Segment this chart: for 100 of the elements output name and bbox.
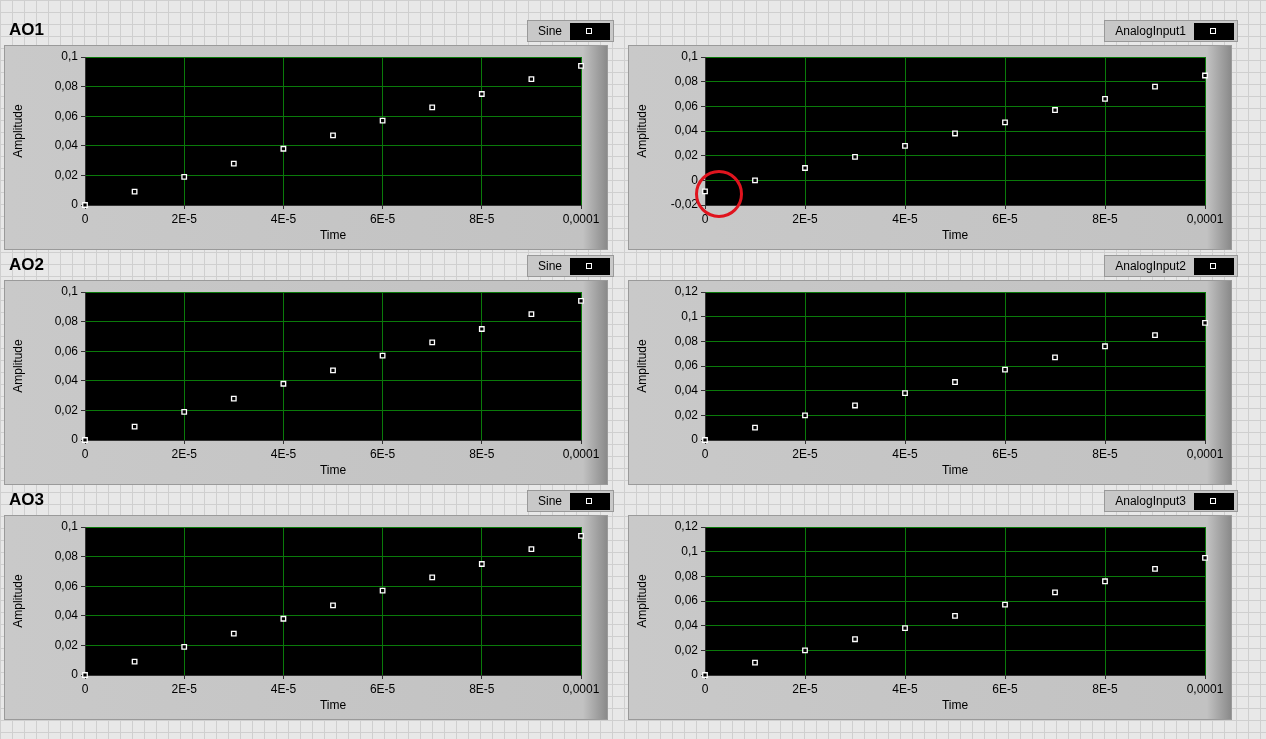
y-tick-label: 0,08 [674, 568, 699, 583]
x-tick-label: 2E-5 [171, 211, 198, 226]
point [1202, 72, 1208, 79]
point [478, 326, 485, 332]
point [1102, 343, 1108, 350]
point [802, 647, 808, 654]
y-tick-label: 0,04 [54, 373, 79, 388]
point [1052, 107, 1058, 113]
x-tick-label: 8E-5 [1092, 446, 1118, 461]
point [1202, 554, 1208, 561]
x-axis-title: Time [319, 698, 347, 713]
x-tick-label: 0,0001 [1186, 446, 1224, 461]
point [752, 659, 758, 666]
x-tick-label: 4E-5 [270, 681, 297, 696]
x-tick-label: 0,0001 [1186, 681, 1224, 696]
point [1002, 601, 1008, 608]
x-axis-title: Time [941, 228, 969, 243]
x-tick-label: 6E-5 [369, 681, 396, 696]
x-axis-title: Time [941, 698, 969, 713]
x-tick-label: 0 [701, 446, 709, 461]
x-tick-label: 0 [81, 681, 89, 696]
point [1052, 354, 1058, 361]
point [131, 658, 138, 665]
point [280, 380, 287, 387]
y-tick-label: 0 [691, 172, 699, 187]
x-tick-label: 0 [81, 446, 89, 461]
y-tick-label: 0,08 [674, 73, 699, 88]
y-tick-label: 0,06 [54, 578, 79, 593]
point [1152, 332, 1158, 339]
point [131, 188, 138, 195]
point [478, 91, 485, 97]
legend-label: AnalogInput3 [1115, 494, 1186, 508]
point [578, 62, 584, 69]
chart-title: AO3 [9, 490, 44, 510]
point [429, 339, 436, 346]
point [852, 402, 858, 409]
point [952, 379, 958, 385]
y-tick-label: 0,08 [54, 548, 79, 563]
y-tick-label: 0,04 [674, 617, 699, 632]
point [528, 311, 535, 318]
x-tick-label: 8E-5 [469, 211, 495, 226]
y-tick-label: 0,08 [674, 333, 699, 348]
y-axis-title: Amplitude [634, 104, 649, 158]
point [181, 643, 188, 650]
legend-label: Sine [537, 24, 562, 38]
x-tick-label: 8E-5 [469, 681, 495, 696]
y-tick-label: 0,04 [674, 123, 699, 138]
legend-label: AnalogInput1 [1115, 24, 1186, 38]
point [478, 561, 485, 567]
y-tick-label: 0,12 [674, 284, 699, 299]
y-tick-label: 0,06 [54, 108, 79, 123]
y-tick-label: 0,06 [54, 343, 79, 358]
x-axis-title: Time [319, 228, 347, 243]
y-tick-label: 0 [71, 667, 79, 682]
y-tick-label: 0,1 [61, 284, 79, 299]
y-tick-label: 0,1 [681, 49, 699, 64]
point [379, 117, 386, 124]
point [528, 76, 535, 83]
point [1102, 578, 1108, 585]
y-tick-label: 0 [691, 432, 699, 447]
x-tick-label: 2E-5 [792, 681, 818, 696]
point [802, 412, 808, 419]
x-axis-title: Time [941, 463, 969, 478]
point [752, 177, 758, 184]
point [952, 612, 958, 619]
x-tick-label: 4E-5 [270, 211, 297, 226]
x-tick-label: 0,0001 [562, 211, 600, 226]
point [902, 390, 908, 397]
point [852, 153, 858, 160]
y-tick-label: 0,1 [681, 308, 699, 323]
point [280, 615, 287, 622]
point [1202, 319, 1208, 326]
y-tick-label: 0,04 [54, 608, 79, 623]
y-tick-label: -0,02 [670, 197, 699, 212]
point [330, 367, 336, 374]
x-tick-label: 0 [701, 681, 709, 696]
y-axis-title: Amplitude [10, 574, 25, 628]
point [230, 395, 237, 402]
point [181, 173, 188, 180]
y-tick-label: 0,02 [54, 402, 79, 417]
point [181, 408, 188, 415]
chart-title: AO1 [9, 20, 44, 40]
point [429, 574, 436, 581]
x-tick-label: 8E-5 [469, 446, 495, 461]
point [1152, 566, 1158, 572]
y-axis-title: Amplitude [634, 574, 649, 628]
x-axis-title: Time [319, 463, 347, 478]
y-tick-label: 0,08 [54, 313, 79, 328]
point [379, 587, 386, 594]
x-tick-label: 0,0001 [562, 681, 600, 696]
x-tick-label: 8E-5 [1092, 681, 1118, 696]
point [230, 630, 237, 637]
point [230, 160, 237, 167]
point [330, 602, 336, 609]
x-tick-label: 8E-5 [1092, 211, 1118, 226]
y-axis-title: Amplitude [10, 104, 25, 158]
y-tick-label: 0,06 [674, 98, 699, 113]
point [330, 132, 336, 139]
y-tick-label: 0,08 [54, 78, 79, 93]
point [379, 352, 386, 359]
